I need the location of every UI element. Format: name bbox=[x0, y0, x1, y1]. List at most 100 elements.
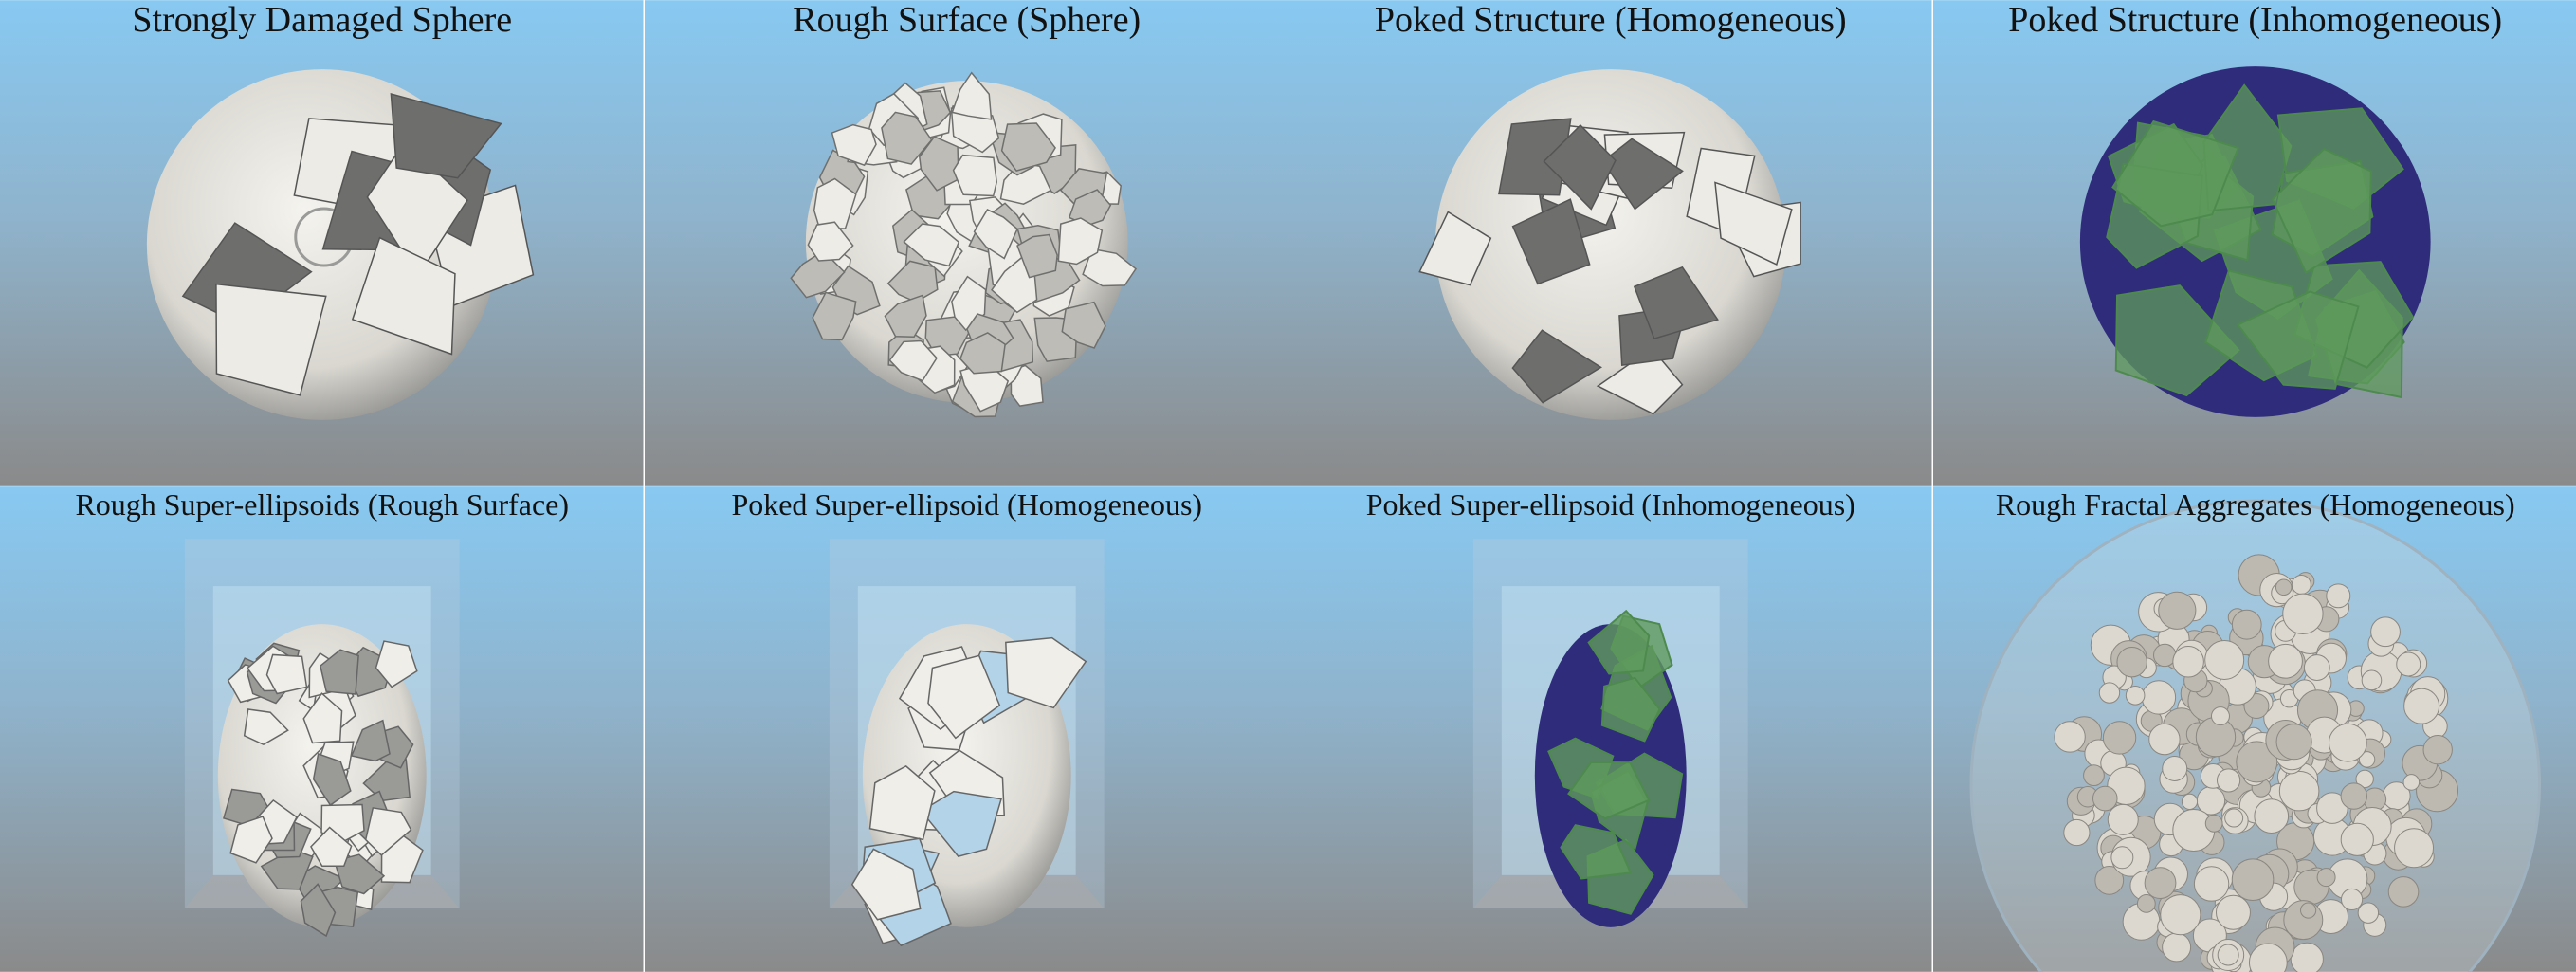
panel: Poked Super-ellipsoid (Homogeneous) bbox=[644, 486, 1288, 972]
monomer bbox=[2369, 616, 2401, 648]
green-fragment bbox=[1600, 676, 1661, 743]
monomer bbox=[2098, 682, 2120, 704]
monomer bbox=[2291, 575, 2311, 596]
panel-title: Poked Super-ellipsoid (Inhomogeneous) bbox=[1366, 488, 1855, 522]
monomer bbox=[2354, 769, 2374, 789]
bump bbox=[902, 223, 959, 267]
facet bbox=[364, 807, 412, 856]
monomer bbox=[2216, 768, 2240, 793]
panel-title: Poked Structure (Homogeneous) bbox=[1375, 0, 1847, 40]
monomer bbox=[2361, 669, 2382, 691]
facet bbox=[215, 283, 327, 396]
monomer bbox=[2278, 770, 2319, 812]
monomer bbox=[2210, 706, 2230, 726]
monomer bbox=[2316, 868, 2336, 888]
panel: Rough Super-ellipsoids (Rough Surface) bbox=[0, 486, 644, 972]
monomer bbox=[2102, 721, 2136, 755]
monomer bbox=[2161, 755, 2187, 781]
monomer bbox=[2395, 651, 2421, 677]
facet bbox=[302, 692, 343, 744]
bump bbox=[959, 332, 1006, 375]
bump bbox=[1015, 233, 1058, 279]
facet bbox=[1714, 181, 1793, 266]
bump bbox=[1010, 364, 1044, 407]
bump bbox=[807, 221, 854, 262]
monomer bbox=[2393, 828, 2434, 869]
panel: Poked Structure (Inhomogeneous) bbox=[1932, 0, 2576, 486]
facet bbox=[1511, 329, 1602, 404]
green-fragment bbox=[1567, 761, 1651, 820]
facet bbox=[320, 649, 359, 695]
bump bbox=[952, 154, 997, 197]
facet bbox=[260, 848, 314, 890]
monomer bbox=[2299, 902, 2316, 919]
green-fragment bbox=[1587, 609, 1651, 675]
monomer bbox=[2340, 822, 2374, 856]
panel: Poked Structure (Homogeneous) bbox=[1288, 0, 1932, 486]
bump bbox=[973, 209, 1018, 260]
facet bbox=[390, 93, 502, 179]
monomer bbox=[2358, 751, 2375, 768]
facet bbox=[312, 752, 352, 807]
facet bbox=[243, 708, 289, 746]
green-fragment bbox=[2114, 284, 2240, 397]
monomer bbox=[2082, 764, 2105, 787]
bump bbox=[959, 362, 1009, 413]
monomer bbox=[2402, 688, 2439, 724]
facet bbox=[920, 790, 1002, 857]
bump bbox=[1057, 217, 1103, 266]
bump bbox=[918, 136, 959, 192]
facet bbox=[1633, 266, 1719, 340]
facet bbox=[362, 759, 411, 802]
panel-title: Poked Super-ellipsoid (Homogeneous) bbox=[731, 488, 1202, 522]
panel: Rough Fractal Aggregates (Homogeneous) bbox=[1932, 486, 2576, 972]
panel-title: Poked Structure (Inhomogeneous) bbox=[2008, 0, 2502, 40]
monomer bbox=[2053, 721, 2086, 753]
facet bbox=[300, 883, 337, 938]
monomer bbox=[2161, 932, 2191, 963]
panel-title: Rough Fractal Aggregates (Homogeneous) bbox=[1995, 488, 2514, 522]
bump bbox=[883, 294, 927, 338]
facet bbox=[1418, 211, 1492, 286]
monomer bbox=[2267, 643, 2303, 679]
facet bbox=[850, 848, 922, 921]
monomer bbox=[2193, 866, 2229, 902]
monomer bbox=[2248, 943, 2288, 972]
monomer bbox=[2303, 654, 2330, 681]
monomer bbox=[2144, 867, 2176, 899]
monomer bbox=[2231, 858, 2274, 901]
bump bbox=[887, 339, 938, 382]
green-fragment bbox=[1560, 824, 1633, 880]
bump bbox=[999, 161, 1051, 206]
monomer bbox=[2110, 846, 2133, 870]
monomer bbox=[2092, 785, 2118, 812]
monomer bbox=[2115, 646, 2147, 678]
bump bbox=[789, 249, 846, 299]
monomer bbox=[2125, 686, 2145, 706]
green-fragment bbox=[2236, 290, 2360, 390]
monomer bbox=[2340, 888, 2363, 911]
monomer bbox=[2141, 680, 2176, 715]
panel-title: Rough Surface (Sphere) bbox=[793, 0, 1141, 40]
monomer bbox=[2159, 894, 2201, 936]
facet bbox=[926, 654, 1000, 740]
facet bbox=[1004, 636, 1087, 709]
facet bbox=[351, 236, 456, 356]
panel-title: Strongly Damaged Sphere bbox=[132, 0, 512, 40]
monomer bbox=[2157, 591, 2196, 630]
monomer bbox=[2093, 865, 2124, 895]
facet bbox=[1543, 124, 1617, 211]
panel: Poked Super-ellipsoid (Inhomogeneous) bbox=[1288, 486, 1932, 972]
monomer bbox=[2387, 876, 2419, 908]
monomer bbox=[2328, 723, 2367, 762]
monomer bbox=[2215, 894, 2251, 930]
monomer bbox=[2204, 814, 2223, 833]
monomer bbox=[2203, 639, 2244, 680]
monomer bbox=[2235, 741, 2277, 783]
monomer bbox=[2325, 583, 2350, 609]
monomer bbox=[2281, 593, 2324, 634]
monomer bbox=[2147, 723, 2181, 756]
facet bbox=[1511, 198, 1591, 285]
monomer bbox=[2181, 793, 2198, 810]
bump bbox=[1060, 301, 1106, 349]
